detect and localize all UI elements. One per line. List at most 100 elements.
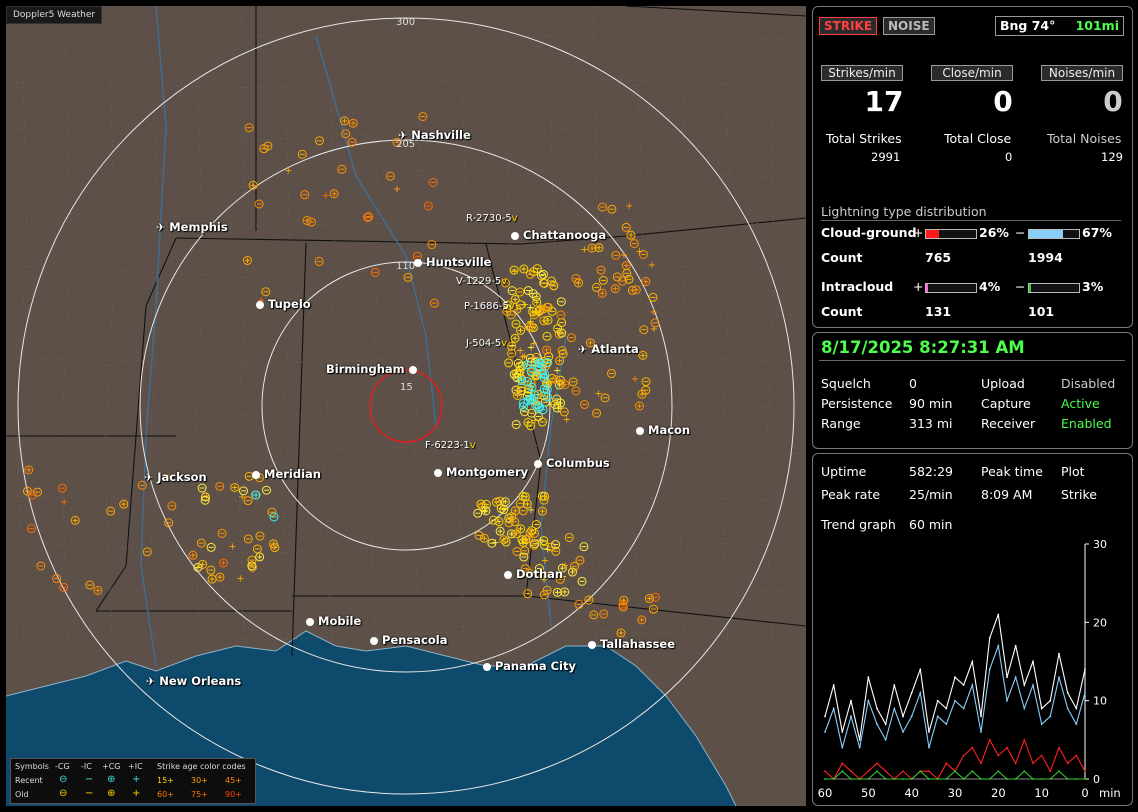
series-point bbox=[1023, 738, 1026, 741]
range-ring-205-label: 205 bbox=[396, 139, 416, 150]
series-point bbox=[1075, 707, 1078, 710]
county-line bbox=[192, 33, 204, 647]
county-line bbox=[6, 311, 806, 317]
strike-marker: + bbox=[541, 556, 549, 567]
airport-icon: ✈ bbox=[398, 129, 408, 142]
peak-rate-value: 25/min bbox=[909, 487, 953, 502]
strike-marker bbox=[559, 407, 569, 417]
series-point bbox=[1023, 684, 1026, 686]
series-point bbox=[919, 691, 922, 694]
series-point bbox=[1084, 691, 1086, 694]
strike-marker bbox=[600, 393, 610, 403]
strike-marker bbox=[509, 265, 519, 275]
strike-button[interactable]: STRIKE bbox=[819, 17, 878, 35]
strike-marker: + bbox=[322, 191, 330, 202]
range-ring-15-label: 15 bbox=[400, 382, 413, 393]
series-point bbox=[1075, 778, 1078, 780]
strike-marker: + bbox=[544, 544, 552, 555]
strike-marker bbox=[638, 350, 648, 360]
strike-marker bbox=[512, 390, 522, 400]
strike-marker bbox=[531, 519, 541, 529]
series-point bbox=[945, 778, 948, 780]
x-tick-label: 10 bbox=[1034, 786, 1049, 800]
series-point bbox=[971, 746, 974, 749]
svg-text:+: + bbox=[526, 302, 534, 313]
series-point bbox=[945, 723, 948, 726]
peak-rate-label: Peak rate bbox=[821, 487, 881, 502]
svg-text:+: + bbox=[554, 404, 562, 415]
strike-marker bbox=[539, 278, 549, 288]
svg-text:+: + bbox=[543, 381, 551, 392]
close-per-min-header[interactable]: Close/min bbox=[931, 65, 1013, 81]
airport-icon: ✈ bbox=[578, 343, 588, 356]
strike-marker bbox=[571, 386, 581, 396]
strike-marker bbox=[627, 285, 637, 295]
strike-marker bbox=[596, 265, 606, 275]
strike-marker bbox=[555, 356, 565, 366]
strike-marker bbox=[585, 338, 595, 348]
strike-marker bbox=[520, 564, 530, 574]
series-point bbox=[928, 770, 930, 773]
squelch-value[interactable]: 0 bbox=[909, 376, 917, 391]
strike-marker bbox=[552, 587, 562, 597]
strike-marker bbox=[611, 250, 621, 260]
storm-label[interactable]: F-6223-1v bbox=[425, 440, 476, 451]
strike-marker bbox=[543, 315, 553, 325]
x-tick-label: 30 bbox=[948, 786, 963, 800]
series-point bbox=[919, 770, 922, 773]
series-point bbox=[988, 738, 991, 741]
pos-ic-icon: + bbox=[132, 774, 141, 785]
series-point bbox=[1049, 715, 1052, 718]
strike-marker bbox=[515, 287, 525, 297]
noises-per-min-header[interactable]: Noises/min bbox=[1041, 65, 1123, 81]
strike-marker bbox=[527, 408, 537, 418]
noise-button[interactable]: NOISE bbox=[883, 17, 935, 35]
map-canvas[interactable]: +++++++++++++++++++++++++ +++++++++++++ ++… bbox=[6, 6, 806, 806]
range-ring-110-label: 110 bbox=[396, 261, 416, 272]
series-point bbox=[867, 770, 870, 773]
strike-marker bbox=[502, 306, 512, 316]
strike-marker bbox=[492, 497, 502, 507]
strike-marker bbox=[207, 574, 217, 584]
svg-text:+: + bbox=[527, 505, 535, 516]
strike-marker bbox=[403, 272, 413, 282]
storm-label[interactable]: P-1686-5v bbox=[464, 301, 515, 312]
strike-marker bbox=[501, 537, 511, 547]
strike-marker bbox=[621, 261, 631, 271]
strike-marker bbox=[26, 524, 36, 534]
strikes-per-min-header[interactable]: Strikes/min bbox=[821, 65, 903, 81]
series-point bbox=[867, 676, 870, 679]
receiver-value[interactable]: Enabled bbox=[1061, 416, 1112, 431]
trend-graph-label: Trend graph bbox=[821, 517, 896, 532]
storm-label[interactable]: R-2730-5v bbox=[466, 213, 518, 224]
strike-marker bbox=[52, 574, 62, 584]
lightning-map[interactable]: + + + + + + + + + + + + + + + + + + + + + + + + + + + + + + + + + + + + + + + +… bbox=[6, 6, 806, 806]
storm-label[interactable]: J-504-5v bbox=[466, 338, 508, 349]
strike-marker: + bbox=[531, 307, 539, 318]
series-point bbox=[867, 699, 870, 702]
strike-marker bbox=[555, 574, 565, 584]
strike-marker bbox=[337, 164, 347, 174]
capture-value[interactable]: Active bbox=[1061, 396, 1100, 411]
upload-value[interactable]: Disabled bbox=[1061, 376, 1116, 391]
plot-value[interactable]: Strike bbox=[1061, 487, 1097, 502]
ic-negative-bar-fill bbox=[1029, 284, 1031, 292]
persistence-value[interactable]: 90 min bbox=[909, 396, 953, 411]
series-point bbox=[962, 754, 965, 757]
ic-positive-count: 131 bbox=[925, 304, 952, 319]
series-point bbox=[988, 637, 991, 639]
county-line bbox=[6, 127, 806, 141]
series-line bbox=[824, 643, 1086, 748]
storm-label[interactable]: V-1229-5v bbox=[456, 276, 508, 287]
svg-text:+: + bbox=[503, 302, 511, 313]
range-value[interactable]: 313 mi bbox=[909, 416, 953, 431]
strike-marker bbox=[364, 212, 374, 222]
series-point bbox=[1032, 660, 1034, 663]
strike-marker bbox=[556, 310, 566, 320]
trend-graph-value[interactable]: 60 min bbox=[909, 517, 953, 532]
strike-marker bbox=[529, 540, 539, 550]
strike-marker bbox=[507, 286, 517, 296]
series-point bbox=[971, 770, 974, 773]
strike-marker bbox=[571, 273, 581, 283]
strike-marker: + bbox=[535, 310, 543, 321]
